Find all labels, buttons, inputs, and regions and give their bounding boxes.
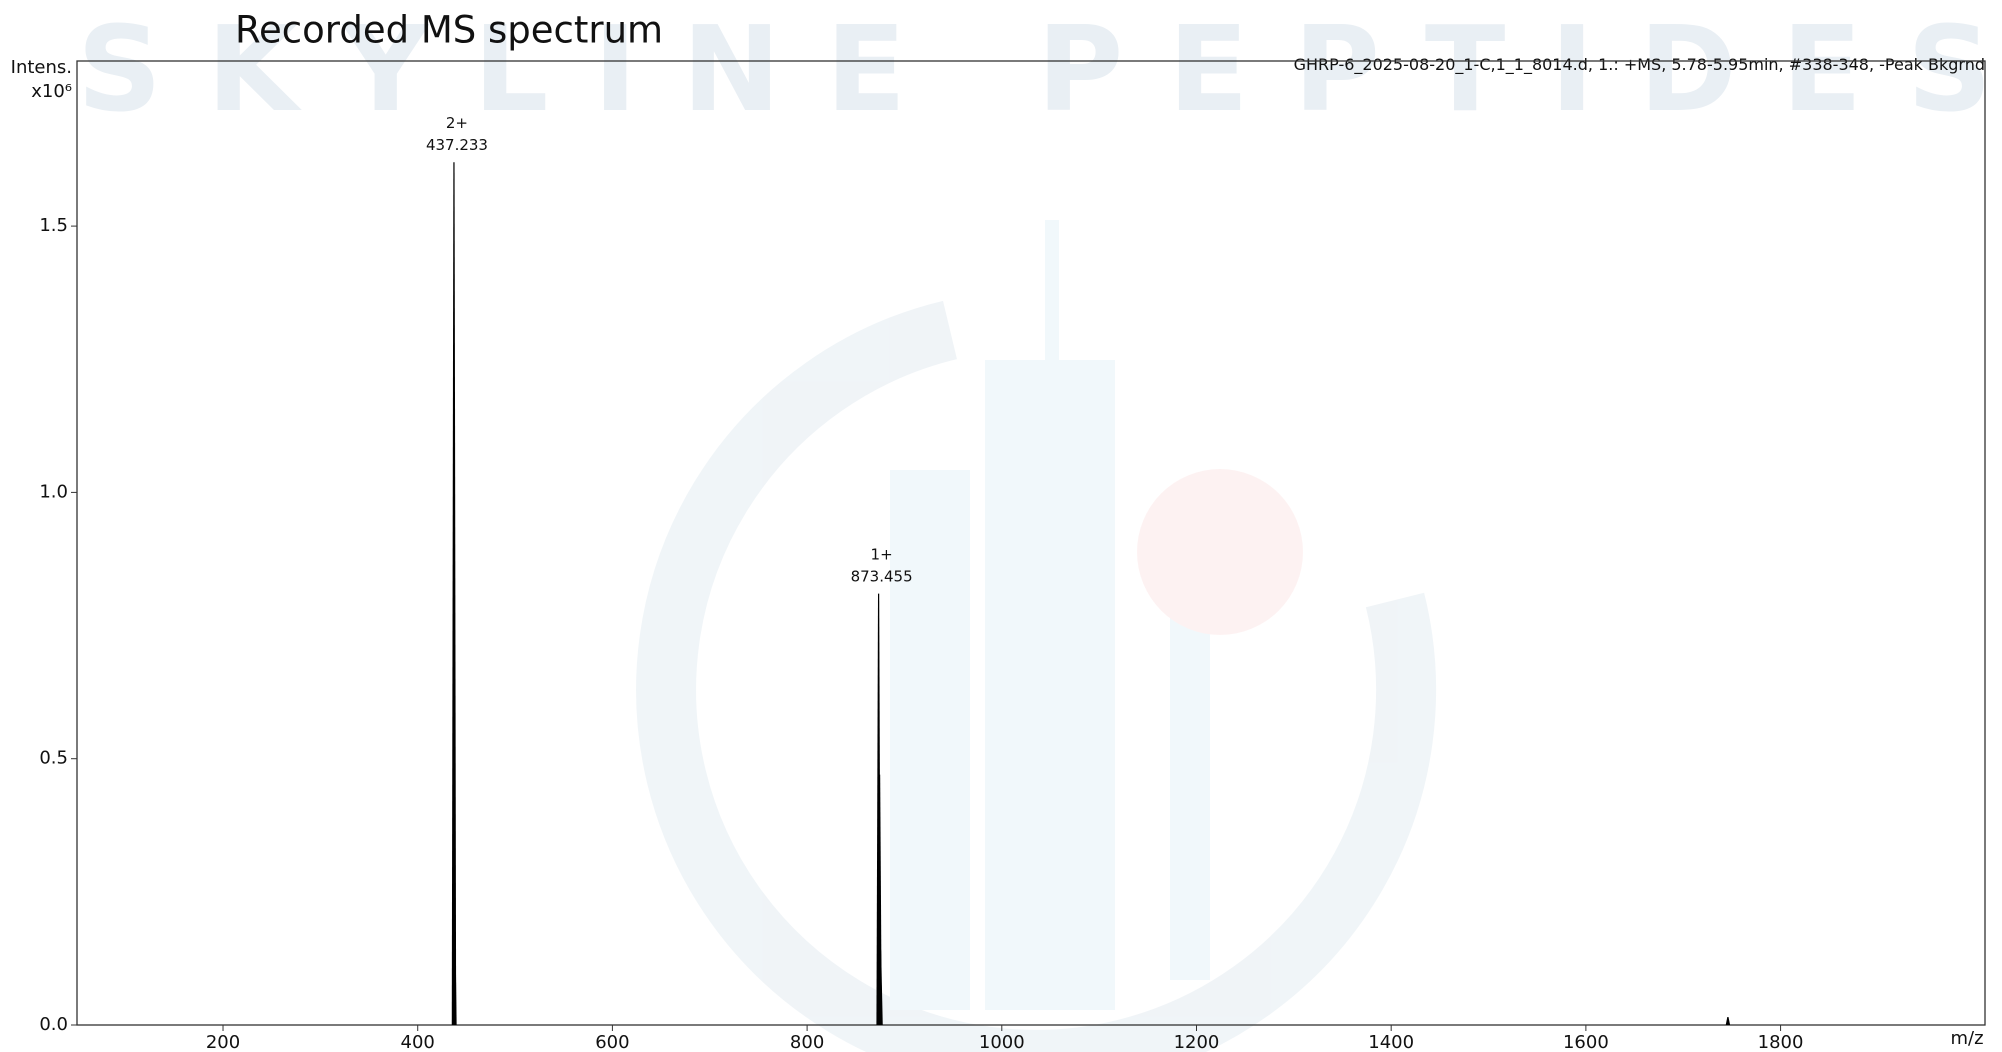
chart-title: Recorded MS spectrum: [235, 9, 663, 52]
x-tick-label: 200: [206, 1032, 240, 1052]
logo-watermark: [666, 220, 1406, 1052]
info-text: GHRP-6_2025-08-20_1-C,1_1_8014.d, 1.: +M…: [1294, 55, 1985, 75]
chart: SKYLINE PEPTIDES Recorded MS spectrum GH…: [0, 0, 2002, 1052]
y-tick-label: 1.0: [39, 481, 68, 502]
x-tick-label: 1400: [1368, 1032, 1414, 1052]
x-tick-label: 1800: [1758, 1032, 1804, 1052]
peak-charge: 2+: [446, 114, 468, 132]
x-tick-label: 600: [595, 1032, 629, 1052]
y-tick-label: 0.5: [39, 748, 68, 769]
x-tick-label: 400: [401, 1032, 435, 1052]
x-tick-label: 1000: [979, 1032, 1025, 1052]
x-tick-label: 800: [790, 1032, 824, 1052]
x-axis-label: m/z: [1950, 1028, 1983, 1049]
y-multiplier: x10⁶: [31, 81, 72, 102]
y-tick-label: 0.0: [39, 1014, 68, 1035]
x-tick-label: 1600: [1563, 1032, 1609, 1052]
y-tick-label: 1.5: [39, 215, 68, 236]
peak: [452, 162, 456, 1025]
peak-mz-label: 437.233: [426, 136, 488, 154]
peak: [1726, 1017, 1730, 1025]
peak-charge: 1+: [871, 546, 893, 564]
y-axis-label: Intens.: [11, 57, 72, 78]
x-tick-label: 1200: [1174, 1032, 1220, 1052]
peak-mz-label: 873.455: [851, 568, 913, 586]
